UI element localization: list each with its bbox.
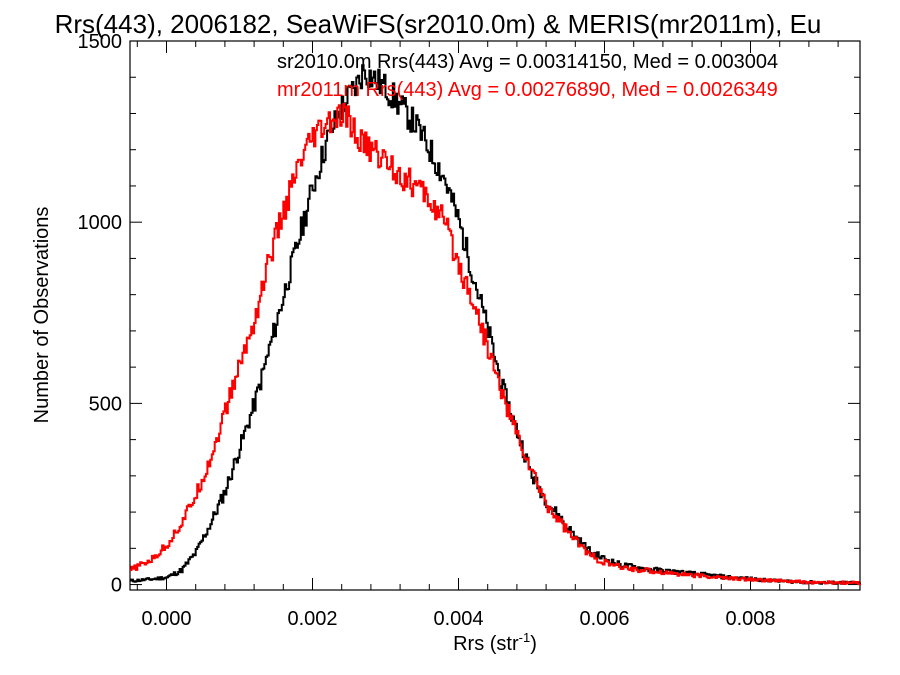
y-tick-label: 1000 — [78, 212, 123, 234]
x-axis-label-sup: -1 — [519, 630, 531, 645]
plot-border — [129, 40, 861, 591]
chart-title: Rrs(443), 2006182, SeaWiFS(sr2010.0m) & … — [55, 9, 822, 39]
y-tick-label: 0 — [111, 575, 122, 597]
x-tick-label: 0.008 — [725, 608, 775, 630]
y-tick-label: 1500 — [78, 31, 123, 53]
annotation-red: mr2011m Rrs(443) Avg = 0.00276890, Med =… — [277, 79, 778, 101]
x-axis-label: Rrs (str-1) — [453, 630, 537, 655]
series-mr2011-histogram — [130, 102, 861, 586]
series-sr2010-histogram — [130, 64, 861, 585]
x-tick-label: 0.004 — [433, 608, 483, 630]
x-tick-label: 0.006 — [579, 608, 629, 630]
annotation-black: sr2010.0m Rrs(443) Avg = 0.00314150, Med… — [277, 51, 778, 73]
axis-ticks — [130, 40, 860, 590]
x-tick-labels: 0.000 0.002 0.004 0.006 0.008 — [141, 608, 775, 630]
series-layer — [130, 64, 861, 586]
y-tick-label: 500 — [89, 393, 122, 415]
x-tick-label: 0.002 — [287, 608, 337, 630]
plot-area — [129, 40, 861, 591]
x-tick-label: 0.000 — [141, 608, 191, 630]
y-tick-labels: 0 500 1000 1500 — [78, 31, 123, 597]
x-axis-label-close: ) — [530, 633, 537, 655]
x-axis-label-text: Rrs (str — [453, 633, 519, 655]
y-axis-label: Number of Observations — [31, 207, 53, 424]
